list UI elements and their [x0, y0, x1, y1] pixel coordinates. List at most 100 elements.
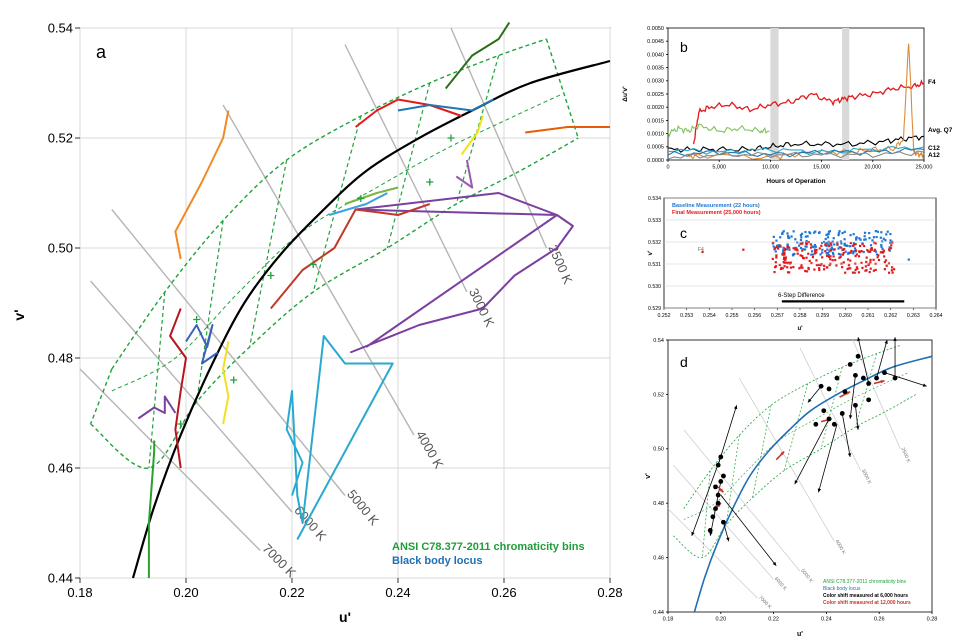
panel-c-final-point: [778, 263, 781, 266]
panel-c-baseline-point: [852, 250, 855, 253]
panel-c-final-point: [801, 254, 804, 258]
panel-c-x-tick-label: 0.255: [726, 313, 739, 319]
panel-d-axes: 0.18 0.20 0.22 0.24 0.26 0.28 0.44 0.46 0.48 0.50…: [653, 338, 937, 623]
panel-d-point: [721, 519, 726, 525]
panel-c-final-point: [829, 242, 832, 245]
panel-c-baseline-point: [811, 245, 814, 248]
panel-c-final-point: [796, 252, 799, 255]
panel-d-x-tick-label: 0.18: [663, 617, 674, 623]
panel-a-isotherm-3: [111, 209, 346, 496]
panel-c-x-tick-label: 0.256: [748, 313, 761, 319]
panel-c-baseline-point: [889, 241, 892, 244]
panel-c-final-point: [883, 268, 886, 271]
panel-c-final-point: [808, 259, 811, 263]
panel-c-baseline-point: [798, 244, 801, 247]
panel-c-final-point: [825, 266, 829, 269]
panel-d-locus-line: [693, 355, 933, 613]
panel-d-arrow-6000-head: [922, 383, 927, 387]
panel-a-chromaticity-bins: [89, 38, 579, 469]
panel-a-bins-end: [89, 368, 113, 425]
panel-d-arrow-6000-head: [807, 398, 812, 403]
panel-c-x-tick-label: 0.260: [839, 313, 852, 319]
panel-d-point: [831, 421, 837, 427]
panel-c-final-point: [855, 266, 859, 269]
panel-b-label-q7: Avg. Q7: [928, 127, 953, 134]
panel-b-series-2: [667, 123, 770, 138]
panel-d-plot-area: [667, 339, 933, 613]
panel-c-baseline-point: [889, 239, 892, 242]
panel-b-series-5: [667, 147, 925, 158]
panel-a-label: a: [96, 42, 107, 62]
panel-c-final-point: [771, 257, 774, 261]
panel-c-baseline-point: [787, 234, 790, 238]
panel-d-arrow-6000: [857, 337, 870, 384]
panel-c-baseline-point: [804, 248, 807, 251]
panel-c-final-point: [815, 251, 818, 254]
panel-c-final-point: [801, 266, 804, 269]
panel-a-isotherm-2: [222, 104, 415, 436]
panel-c-baseline-point: [813, 244, 817, 247]
panel-d-legend-locus: Black body locus: [823, 586, 861, 592]
panel-d-point: [713, 484, 718, 490]
panel-c-baseline-point: [852, 242, 855, 245]
panel-c-final-point: [786, 266, 789, 269]
panel-c-final-point: [849, 259, 852, 262]
panel-c-final-point: [821, 256, 824, 259]
panel-c-baseline-point: [782, 250, 785, 253]
panel-d-arrow-6000: [794, 418, 830, 485]
panel-c-baseline-point: [888, 249, 891, 252]
panel-d-y-tick-label: 0.46: [653, 556, 664, 562]
panel-c-baseline-point: [777, 245, 781, 248]
panel-d-point: [713, 506, 718, 512]
panel-c-final-point: [781, 267, 784, 270]
panel-c-x-tick-label: 0.258: [794, 313, 807, 319]
panel-d-point: [892, 375, 898, 381]
panel-c-final-point: [840, 246, 843, 249]
panel-c-final-point: [887, 262, 891, 265]
panel-a-bin-divider: [196, 220, 224, 403]
panel-b-y-tick-label: 0.0020: [647, 105, 664, 111]
panel-c-final-point: [786, 245, 789, 248]
panel-b: 0 5,000 10,000 15,000 20,000 25,000 0.0000 0.00…: [622, 26, 953, 185]
panel-c-baseline-point: [852, 252, 855, 255]
panel-c-final-point: [876, 256, 879, 259]
panel-c-baseline-point: [776, 244, 779, 247]
panel-c-final-point: [802, 256, 805, 260]
panel-c-final-point: [865, 260, 868, 264]
panel-d-point: [855, 353, 861, 359]
panel-a-series-4: [354, 98, 462, 128]
panel-d-x-tick-label: 0.24: [821, 617, 832, 623]
panel-c-final-point: [813, 252, 817, 255]
panel-c-baseline-point: [837, 232, 840, 235]
panel-c-baseline-point: [855, 236, 858, 240]
panel-c-baseline-point: [838, 246, 841, 249]
panel-c-xlabel: u': [797, 326, 803, 332]
panel-c-baseline-point: [859, 238, 862, 241]
panel-d-xlabel: u': [797, 631, 803, 638]
panel-d-legend-6000: Color shift measured at 6,000 hours: [823, 593, 908, 599]
panel-c-final-point: [775, 256, 778, 259]
panel-c-baseline-point: [779, 236, 782, 239]
panel-c-baseline-point: [880, 231, 883, 234]
panel-c-final-point: [799, 266, 802, 269]
panel-c-final-point: [842, 261, 845, 264]
panel-c-baseline-point: [813, 231, 816, 234]
panel-c-final-point: [801, 249, 804, 252]
panel-c-baseline-point: [862, 250, 865, 254]
panel-c-final-point: [773, 270, 776, 274]
panel-c-baseline-point: [839, 240, 843, 243]
panel-c-baseline-point: [799, 246, 803, 250]
panel-c-annotation: 6-Step Difference: [778, 293, 825, 299]
panel-c-final-point: [776, 247, 780, 250]
panel-c-baseline-point: [790, 235, 793, 238]
panel-c-baseline-point: [782, 230, 785, 233]
panel-a-x-tick-label: 0.22: [279, 585, 304, 600]
panel-b-series-1: [667, 135, 925, 153]
panel-c-final-point: [807, 252, 810, 255]
panel-c-final-point: [869, 248, 873, 251]
panel-d-point: [826, 386, 832, 392]
panel-a-series-14: [222, 341, 230, 425]
panel-c-final-point: [787, 261, 790, 264]
